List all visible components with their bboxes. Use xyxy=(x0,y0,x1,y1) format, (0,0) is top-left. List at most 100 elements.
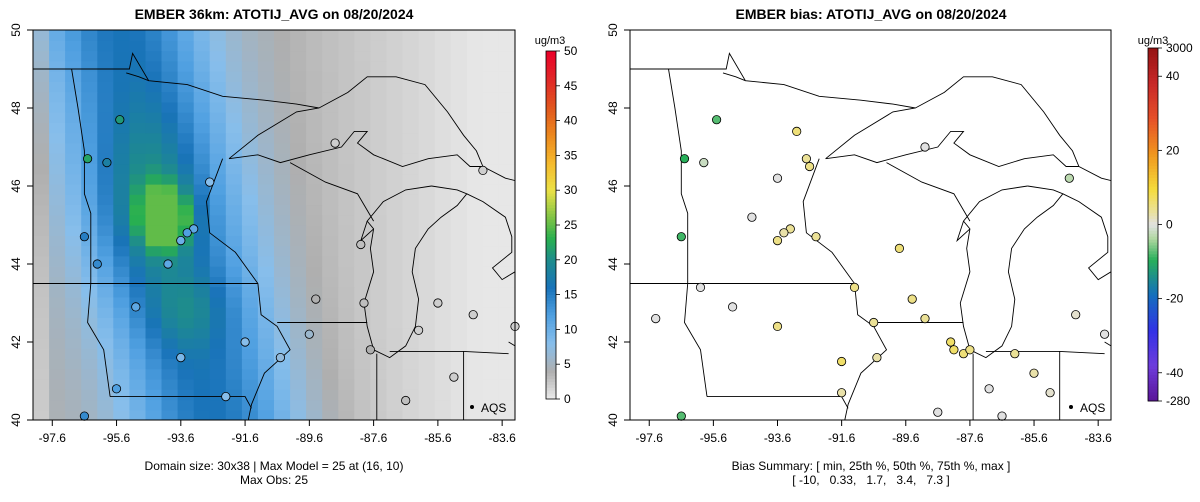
map-outline xyxy=(956,220,971,243)
heatmap-cell xyxy=(177,142,195,154)
x-tick-label: -95.6 xyxy=(103,431,131,445)
heatmap-cell xyxy=(129,327,147,339)
heatmap-cell xyxy=(434,225,452,236)
heatmap-cell xyxy=(49,194,66,206)
heatmap-cell xyxy=(33,142,50,154)
heatmap-cell xyxy=(129,204,147,216)
heatmap-cell xyxy=(225,399,243,411)
heatmap-cell xyxy=(402,194,420,206)
heatmap-cell xyxy=(65,81,82,93)
map-outline xyxy=(87,283,111,397)
heatmap-cell xyxy=(225,101,243,113)
heatmap-cell xyxy=(306,30,323,41)
heatmap-cell xyxy=(257,317,275,329)
heatmap-cell xyxy=(418,378,436,390)
heatmap-cell xyxy=(290,153,307,165)
colorbar-segment xyxy=(1148,233,1158,237)
heatmap-cell xyxy=(466,327,484,339)
colorbar-segment xyxy=(546,294,556,298)
heatmap-cell xyxy=(434,163,452,175)
x-tick-label: -89.6 xyxy=(892,431,920,445)
heatmap-cell xyxy=(434,40,452,52)
heatmap-cell xyxy=(161,378,179,390)
heatmap-cell xyxy=(466,214,484,226)
colorbar-segment xyxy=(1148,327,1158,331)
heatmap-cell xyxy=(225,173,243,185)
heatmap-cell xyxy=(306,255,323,267)
heatmap-cell xyxy=(418,122,436,134)
heatmap-cell xyxy=(81,163,98,175)
heatmap-cell xyxy=(97,194,114,206)
heatmap-cell xyxy=(498,71,515,82)
heatmap-cell xyxy=(466,409,484,420)
heatmap-cell xyxy=(306,225,323,236)
heatmap-cell xyxy=(370,101,388,113)
heatmap-cell xyxy=(161,204,179,216)
heatmap-cell xyxy=(386,101,404,113)
colorbar-segment xyxy=(546,233,556,237)
colorbar-segment xyxy=(546,219,556,223)
heatmap-cell xyxy=(338,71,355,82)
colorbar-segment xyxy=(1148,74,1158,78)
heatmap-cell xyxy=(97,286,114,298)
heatmap-cell xyxy=(49,296,66,308)
heatmap-cell xyxy=(290,183,307,195)
heatmap-cell xyxy=(418,132,436,144)
heatmap-cell xyxy=(113,286,130,298)
heatmap-cell xyxy=(434,368,452,380)
heatmap-cell xyxy=(193,348,211,360)
colorbar-segment xyxy=(1148,292,1158,296)
heatmap-cell xyxy=(354,91,371,103)
heatmap-cell xyxy=(65,50,82,62)
heatmap-cell xyxy=(81,60,98,72)
colorbar-segment xyxy=(546,306,556,310)
heatmap-cell xyxy=(418,101,436,113)
colorbar-segment xyxy=(546,285,556,290)
heatmap-cell xyxy=(354,409,371,420)
map-outline xyxy=(722,72,746,82)
colorbar-segment xyxy=(1148,198,1158,202)
heatmap-cell xyxy=(145,101,163,113)
heatmap-cell xyxy=(193,71,211,82)
heatmap-cell xyxy=(209,307,227,318)
heatmap-cell xyxy=(466,40,484,52)
heatmap-cell xyxy=(129,245,147,257)
colorbar-segment xyxy=(546,314,556,319)
heatmap-cell xyxy=(402,317,420,329)
colorbar-segment xyxy=(546,123,556,127)
heatmap-cell xyxy=(402,266,420,277)
heatmap-cell xyxy=(145,112,163,123)
colorbar-segment xyxy=(1148,256,1158,261)
x-tick-label: -91.6 xyxy=(231,431,259,445)
map-outline xyxy=(126,72,149,82)
heatmap-cell xyxy=(290,225,307,236)
colorbar-segment xyxy=(1148,65,1158,69)
heatmap-cell xyxy=(81,122,98,134)
heatmap-cell xyxy=(209,245,227,257)
colorbar-segment xyxy=(1148,224,1158,228)
colorbar-segment xyxy=(546,71,556,75)
heatmap-cell xyxy=(65,142,82,154)
heatmap-cell xyxy=(65,348,82,360)
heatmap-cell xyxy=(33,348,50,360)
heatmap-cell xyxy=(145,71,163,82)
heatmap-cell xyxy=(322,245,339,257)
observation-marker xyxy=(79,232,90,242)
heatmap-cell xyxy=(434,358,452,370)
heatmap-cell xyxy=(322,276,339,288)
heatmap-cell xyxy=(177,317,195,329)
colorbar-segment xyxy=(546,126,556,130)
heatmap-cell xyxy=(466,50,484,62)
heatmap-cell xyxy=(129,337,147,349)
heatmap-cell xyxy=(482,101,500,113)
y-tick-label: 46 xyxy=(9,179,23,193)
heatmap-cell xyxy=(65,389,82,401)
heatmap-cell xyxy=(482,81,500,93)
colorbar-segment xyxy=(1148,342,1158,346)
heatmap-cell xyxy=(225,286,243,298)
heatmap-cell xyxy=(434,112,452,123)
heatmap-cell xyxy=(241,204,259,216)
heatmap-cell xyxy=(482,378,500,390)
